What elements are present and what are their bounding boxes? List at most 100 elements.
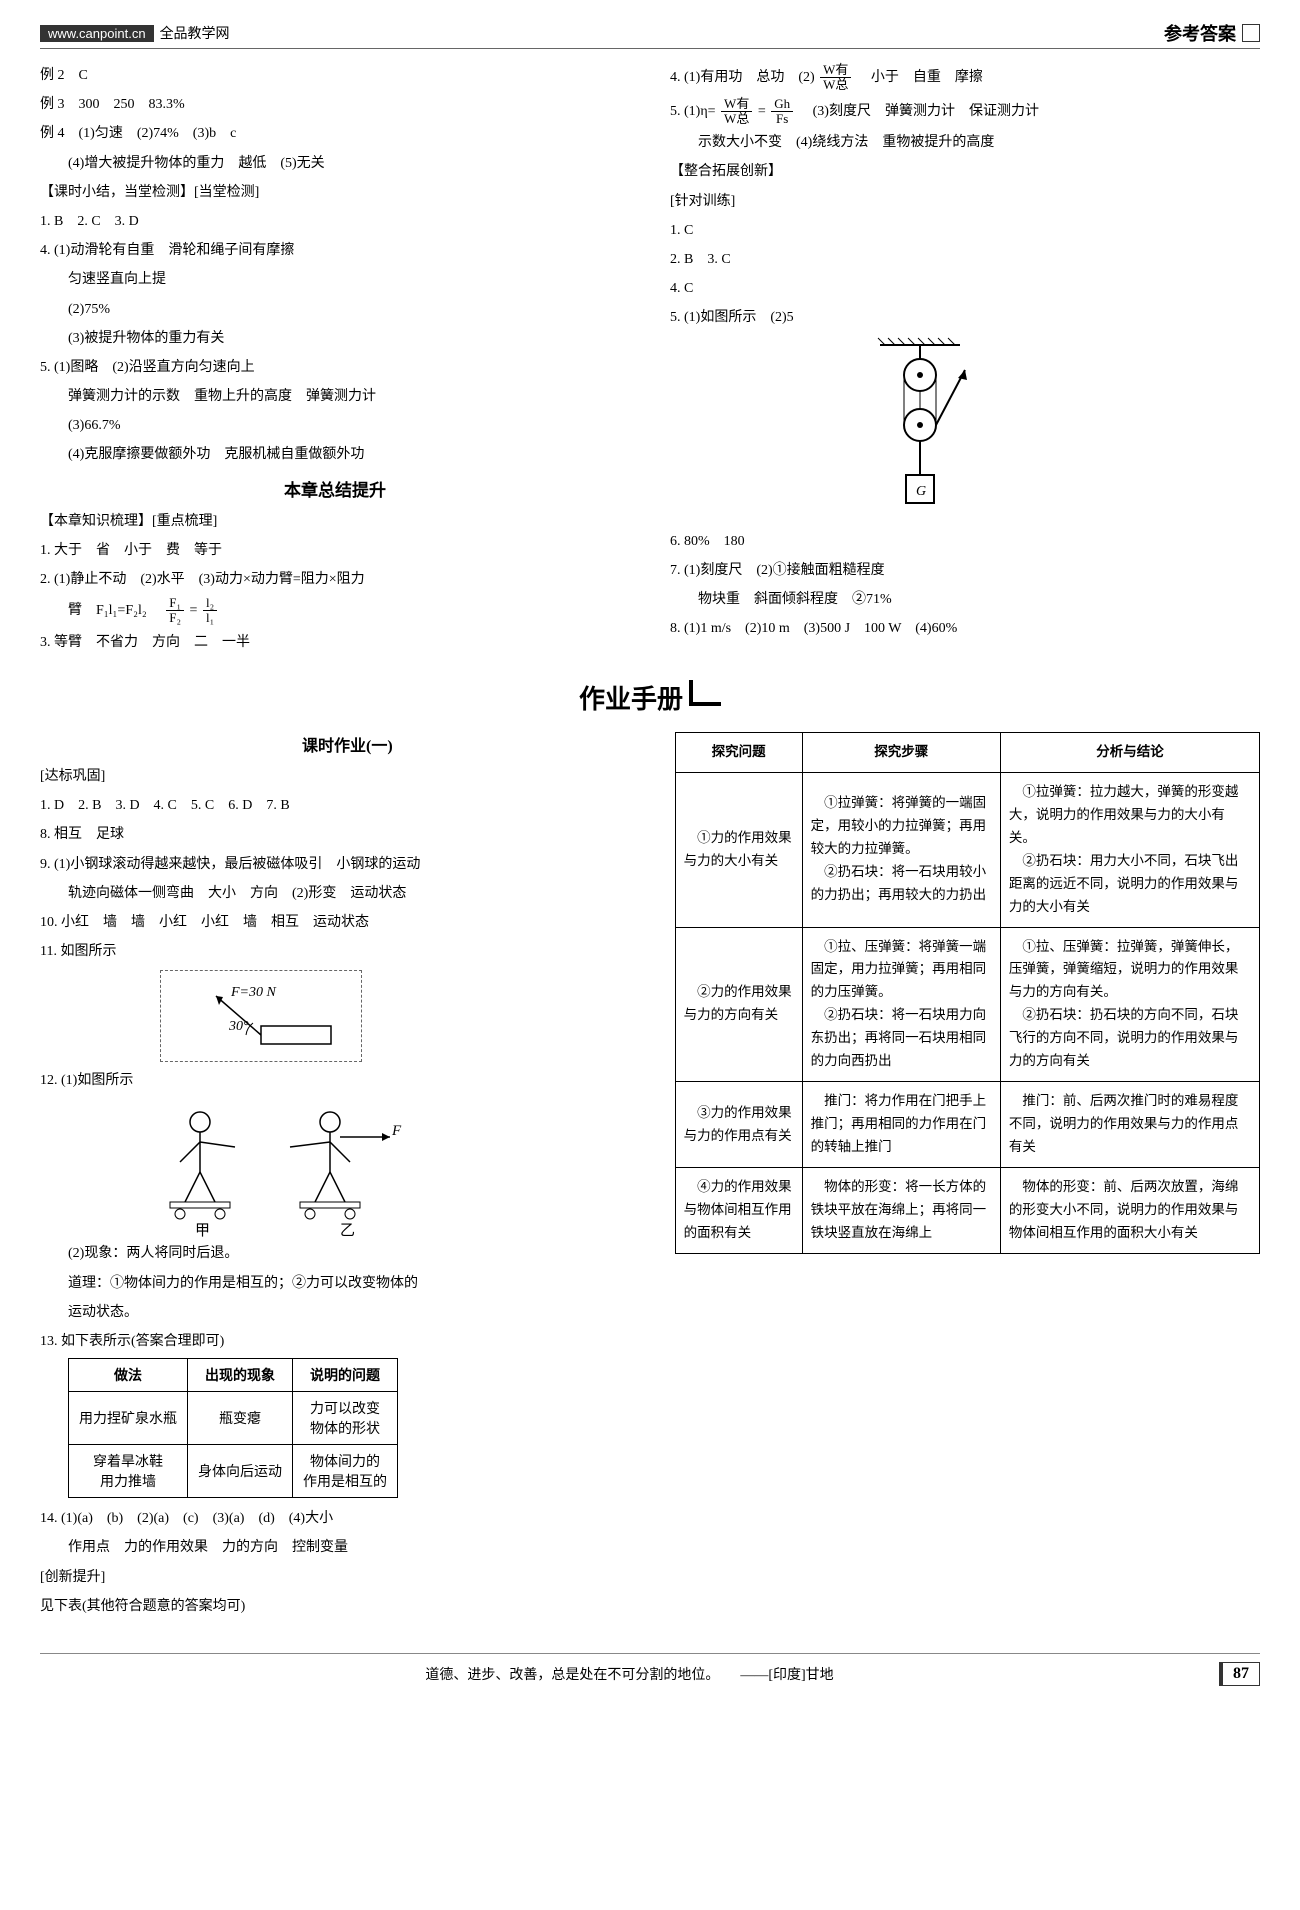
table-row: ④力的作用效果与物体间相互作用的面积有关 物体的形变：将一长方体的铁块平放在海绵… bbox=[675, 1167, 1259, 1253]
text: 2. (1)静止不动 (2)水平 (3)动力×动力臂=阻力×阻力 bbox=[40, 567, 630, 592]
table-cell: 身体向后运动 bbox=[188, 1445, 293, 1498]
fraction: W有 W总 bbox=[721, 97, 752, 127]
angle-label: 30° bbox=[229, 1019, 249, 1035]
text: 【课时小结，当堂检测】[当堂检测] bbox=[40, 180, 630, 205]
workbook-left-column: 课时作业(一) [达标巩固] 1. D 2. B 3. D 4. C 5. C … bbox=[40, 728, 655, 1623]
fraction: Gh Fs bbox=[771, 97, 793, 127]
table-cell: 瓶变瘪 bbox=[188, 1392, 293, 1445]
page-number: 87 bbox=[1219, 1662, 1260, 1686]
text: 匀速竖直向上提 bbox=[40, 267, 630, 292]
table-cell: 物体间力的作用是相互的 bbox=[293, 1445, 398, 1498]
text: 道理：①物体间力的作用是相互的；②力可以改变物体的 bbox=[40, 1271, 655, 1296]
text: 【本章知识梳理】[重点梳理] bbox=[40, 509, 630, 534]
table-cell: 物体的形变：前、后两次放置，海绵的形变大小不同，说明力的作用效果与物体间相互作用… bbox=[1000, 1167, 1259, 1253]
text: 1. C bbox=[670, 218, 1260, 243]
page-footer: 道德、进步、改善，总是处在不可分割的地位。 ——[印度]甘地 87 bbox=[40, 1653, 1260, 1686]
text: 1. D 2. B 3. D 4. C 5. C 6. D 7. B bbox=[40, 793, 655, 818]
left-column: 例 2 C 例 3 300 250 83.3% 例 4 (1)匀速 (2)74%… bbox=[40, 59, 630, 659]
text: (4)克服摩擦要做额外功 克服机械自重做额外功 bbox=[40, 442, 630, 467]
table-cell: 力可以改变物体的形状 bbox=[293, 1392, 398, 1445]
table-cell: 推门：前、后两次推门时的难易程度不同，说明力的作用效果与力的作用点有关 bbox=[1000, 1082, 1259, 1168]
label-yi: 乙 bbox=[340, 1223, 355, 1237]
table-header: 出现的现象 bbox=[188, 1359, 293, 1392]
text: 物块重 斜面倾斜程度 ②71% bbox=[670, 587, 1260, 612]
table-cell: ①拉、压弹簧：将弹簧一端固定，用力拉弹簧；再用相同的力压弹簧。 ②扔石块：将一石… bbox=[802, 927, 1000, 1082]
text: 例 4 (1)匀速 (2)74% (3)b c bbox=[40, 121, 630, 146]
table-header: 说明的问题 bbox=[293, 1359, 398, 1392]
skateboard-diagram: F 甲 乙 bbox=[140, 1097, 420, 1237]
text: (3)被提升物体的重力有关 bbox=[40, 326, 630, 351]
header-icon bbox=[1242, 24, 1260, 42]
text: (2)75% bbox=[40, 297, 630, 322]
table-cell: ④力的作用效果与物体间相互作用的面积有关 bbox=[675, 1167, 802, 1253]
text: 弹簧测力计的示数 重物上升的高度 弹簧测力计 bbox=[40, 384, 630, 409]
text: 4. C bbox=[670, 276, 1260, 301]
table-cell: ①力的作用效果与力的大小有关 bbox=[675, 772, 802, 927]
force-diagram: F=30 N 30° bbox=[160, 970, 362, 1062]
text: 12. (1)如图所示 bbox=[40, 1068, 655, 1093]
text: 2. B 3. C bbox=[670, 247, 1260, 272]
page-header: www.canpoint.cn 全品教学网 参考答案 bbox=[40, 20, 1260, 49]
formula-line: 5. (1)η= W有 W总 = Gh Fs (3)刻度尺 弹簧测力计 保证测力… bbox=[670, 97, 1260, 127]
table-row: ③力的作用效果与力的作用点有关 推门：将力作用在门把手上推门；再用相同的力作用在… bbox=[675, 1082, 1259, 1168]
svg-text:G: G bbox=[916, 484, 926, 499]
header-title: 参考答案 bbox=[1164, 20, 1236, 46]
text: 10. 小红 墙 墙 小红 小红 墙 相互 运动状态 bbox=[40, 910, 655, 935]
pulley-diagram: G bbox=[870, 335, 990, 525]
section-title: 本章总结提升 bbox=[40, 476, 630, 501]
right-column: 4. (1)有用功 总功 (2) W有 W总 小于 自重 摩擦 5. (1)η=… bbox=[670, 59, 1260, 659]
text: 臂 F₁l₁=F₂l₂ bbox=[68, 603, 161, 618]
text: 见下表(其他符合题意的答案均可) bbox=[40, 1594, 655, 1619]
table-row: ①力的作用效果与力的大小有关 ①拉弹簧：将弹簧的一端固定，用较小的力拉弹簧；再用… bbox=[675, 772, 1259, 927]
text: 8. 相互 足球 bbox=[40, 822, 655, 847]
table-header: 分析与结论 bbox=[1000, 732, 1259, 772]
text: 轨迹向磁体一侧弯曲 大小 方向 (2)形变 运动状态 bbox=[40, 881, 655, 906]
text: (4)增大被提升物体的重力 越低 (5)无关 bbox=[40, 151, 630, 176]
text: [创新提升] bbox=[40, 1565, 655, 1590]
table-cell: ③力的作用效果与力的作用点有关 bbox=[675, 1082, 802, 1168]
formula-line: 4. (1)有用功 总功 (2) W有 W总 小于 自重 摩擦 bbox=[670, 63, 1260, 93]
table-cell: ①拉弹簧：拉力越大，弹簧的形变越大，说明力的作用效果与力的大小有关。 ②扔石块：… bbox=[1000, 772, 1259, 927]
table-row: ②力的作用效果与力的方向有关 ①拉、压弹簧：将弹簧一端固定，用力拉弹簧；再用相同… bbox=[675, 927, 1259, 1082]
table-cell: ①拉弹簧：将弹簧的一端固定，用较小的力拉弹簧；再用较大的力拉弹簧。 ②扔石块：将… bbox=[802, 772, 1000, 927]
text: 5. (1)如图所示 (2)5 bbox=[670, 305, 1260, 330]
text: 1. 大于 省 小于 费 等于 bbox=[40, 538, 630, 563]
table-header: 做法 bbox=[69, 1359, 188, 1392]
text: 作用点 力的作用效果 力的方向 控制变量 bbox=[40, 1535, 655, 1560]
workbook-title: 作业手册 bbox=[40, 679, 1260, 716]
text: 13. 如下表所示(答案合理即可) bbox=[40, 1329, 655, 1354]
table-header: 探究问题 bbox=[675, 732, 802, 772]
text: [针对训练] bbox=[670, 189, 1260, 214]
fraction: W有 W总 bbox=[820, 63, 851, 93]
research-table: 探究问题探究步骤分析与结论 ①力的作用效果与力的大小有关 ①拉弹簧：将弹簧的一端… bbox=[675, 732, 1260, 1254]
text: 5. (1)图略 (2)沿竖直方向匀速向上 bbox=[40, 355, 630, 380]
table-cell: ①拉、压弹簧：拉弹簧，弹簧伸长，压弹簧，弹簧缩短，说明力的作用效果与力的方向有关… bbox=[1000, 927, 1259, 1082]
text: 运动状态。 bbox=[40, 1300, 655, 1325]
text: 示数大小不变 (4)绕线方法 重物被提升的高度 bbox=[670, 130, 1260, 155]
text: 例 3 300 250 83.3% bbox=[40, 92, 630, 117]
text: 6. 80% 180 bbox=[670, 529, 1260, 554]
text: 4. (1)动滑轮有自重 滑轮和绳子间有摩擦 bbox=[40, 238, 630, 263]
text: [达标巩固] bbox=[40, 764, 655, 789]
text: 9. (1)小钢球滚动得越来越快，最后被磁体吸引 小钢球的运动 bbox=[40, 852, 655, 877]
sub-title: 课时作业(一) bbox=[40, 732, 655, 756]
force-f-label: F bbox=[391, 1123, 402, 1139]
text: 【整合拓展创新】 bbox=[670, 159, 1260, 184]
table-cell: 推门：将力作用在门把手上推门；再用相同的力作用在门的转轴上推门 bbox=[802, 1082, 1000, 1168]
fraction: F₁ F₂ bbox=[166, 596, 184, 626]
table-cell: ②力的作用效果与力的方向有关 bbox=[675, 927, 802, 1082]
text: 7. (1)刻度尺 (2)①接触面粗糙程度 bbox=[670, 558, 1260, 583]
text: 11. 如图所示 bbox=[40, 939, 655, 964]
text: (3)66.7% bbox=[40, 413, 630, 438]
table-cell: 用力捏矿泉水瓶 bbox=[69, 1392, 188, 1445]
table-13: 做法出现的现象说明的问题 用力捏矿泉水瓶瓶变瘪力可以改变物体的形状穿着旱冰鞋用力… bbox=[68, 1358, 398, 1498]
eq: = bbox=[190, 603, 198, 618]
footer-quote: 道德、进步、改善，总是处在不可分割的地位。 ——[印度]甘地 bbox=[40, 1664, 1219, 1684]
table-header: 探究步骤 bbox=[802, 732, 1000, 772]
text: 例 2 C bbox=[40, 63, 630, 88]
text: (2)现象：两人将同时后退。 bbox=[40, 1241, 655, 1266]
text: 14. (1)(a) (b) (2)(a) (c) (3)(a) (d) (4)… bbox=[40, 1506, 655, 1531]
site-url: www.canpoint.cn bbox=[40, 25, 154, 42]
table-cell: 物体的形变：将一长方体的铁块平放在海绵上；再将同一铁块竖直放在海绵上 bbox=[802, 1167, 1000, 1253]
table-cell: 穿着旱冰鞋用力推墙 bbox=[69, 1445, 188, 1498]
